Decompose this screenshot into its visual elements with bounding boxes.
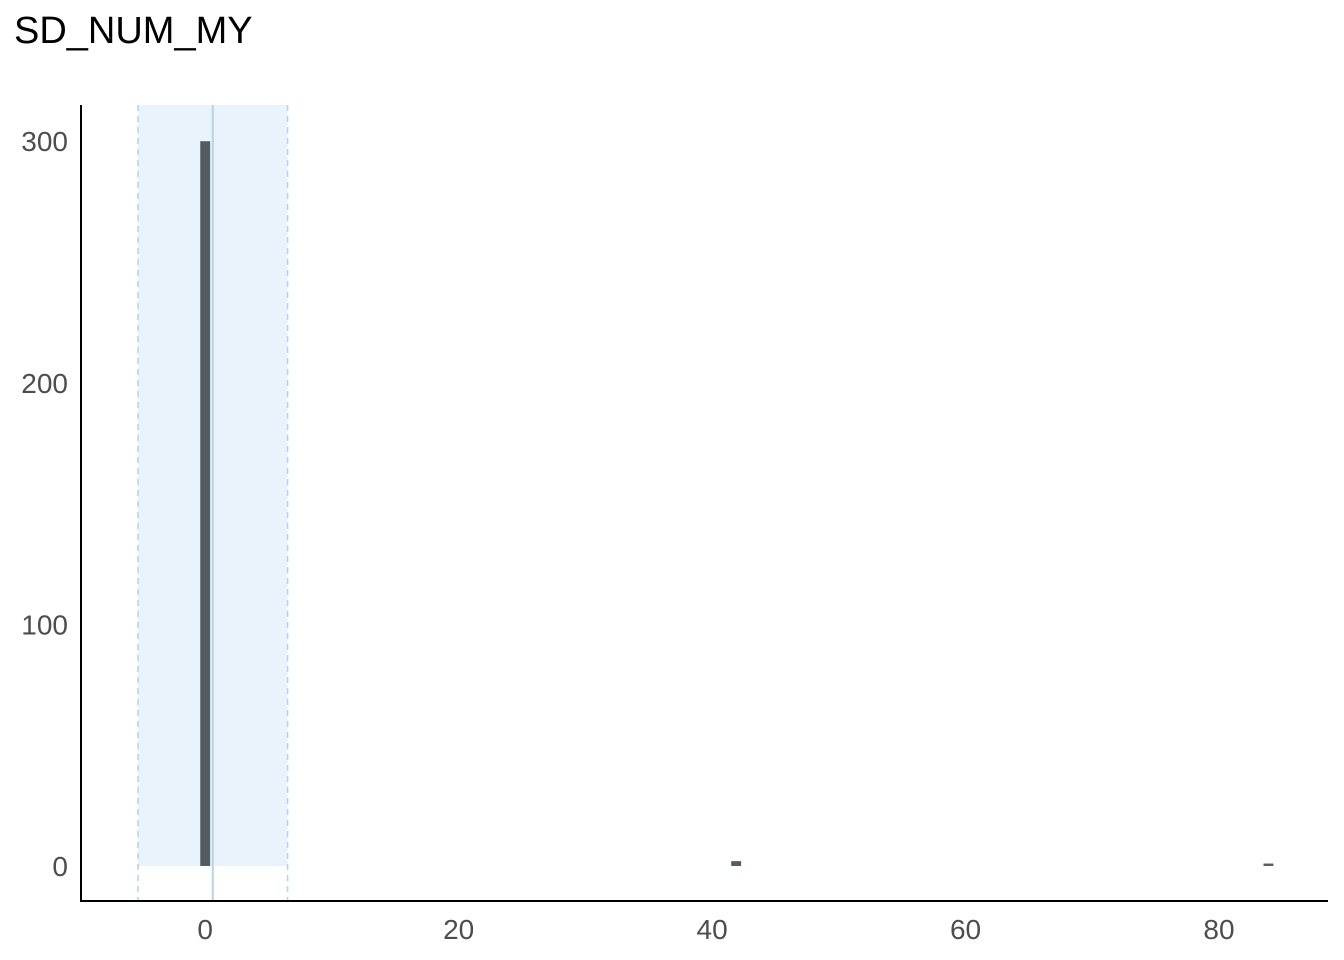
- y-tick-label: 200: [21, 368, 68, 399]
- histogram-bar: [731, 861, 742, 866]
- x-tick-labels: 0 20 40 60 80: [197, 914, 1234, 945]
- histogram-bar: [1263, 863, 1274, 866]
- axes-layer: [80, 105, 1328, 902]
- x-tick-label: 60: [950, 914, 981, 945]
- bars-layer: [200, 141, 1274, 866]
- y-tick-label: 0: [52, 851, 68, 882]
- y-tick-labels: 0 100 200 300: [21, 126, 68, 882]
- y-tick-label: 300: [21, 126, 68, 157]
- reference-band-layer: [137, 105, 289, 901]
- y-tick-label: 100: [21, 609, 68, 640]
- chart-title: SD_NUM_MY: [14, 10, 253, 52]
- x-tick-label: 20: [443, 914, 474, 945]
- x-tick-label: 80: [1203, 914, 1234, 945]
- histogram-bar: [200, 141, 211, 866]
- x-tick-label: 0: [197, 914, 213, 945]
- x-tick-label: 40: [697, 914, 728, 945]
